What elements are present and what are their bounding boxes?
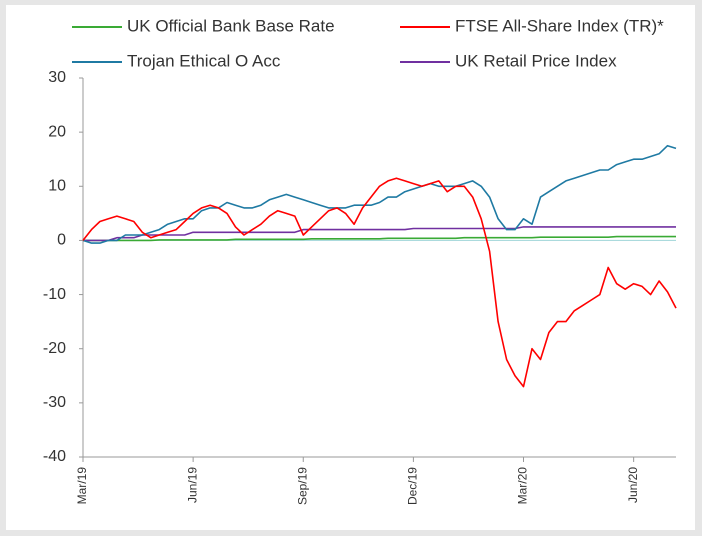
x-tick-label: Dec/19 — [406, 467, 420, 505]
y-tick-label: 0 — [57, 232, 66, 249]
series-line — [83, 235, 676, 242]
x-tick-label: Jun/20 — [626, 467, 640, 503]
series-line — [82, 144, 677, 244]
series-line — [82, 177, 677, 388]
x-tick-label: Mar/20 — [516, 467, 530, 505]
chart-background — [6, 5, 695, 530]
y-tick-label: -20 — [43, 340, 66, 357]
y-tick-label: 10 — [48, 178, 66, 195]
x-tick-label: Sep/19 — [295, 467, 309, 505]
series-line — [83, 226, 676, 242]
y-tick-label: -10 — [43, 286, 66, 303]
y-tick-label: 30 — [48, 69, 66, 86]
y-tick-label: -30 — [43, 394, 66, 411]
legend-label: UK Official Bank Base Rate — [127, 16, 335, 35]
legend-label: UK Retail Price Index — [455, 51, 617, 70]
legend-label: FTSE All-Share Index (TR)* — [455, 16, 664, 35]
legend-label: Trojan Ethical O Acc — [127, 51, 281, 70]
y-tick-label: -40 — [43, 448, 66, 465]
x-tick-label: Mar/19 — [75, 467, 89, 505]
y-tick-label: 20 — [48, 123, 66, 140]
x-tick-label: Jun/19 — [185, 467, 199, 503]
